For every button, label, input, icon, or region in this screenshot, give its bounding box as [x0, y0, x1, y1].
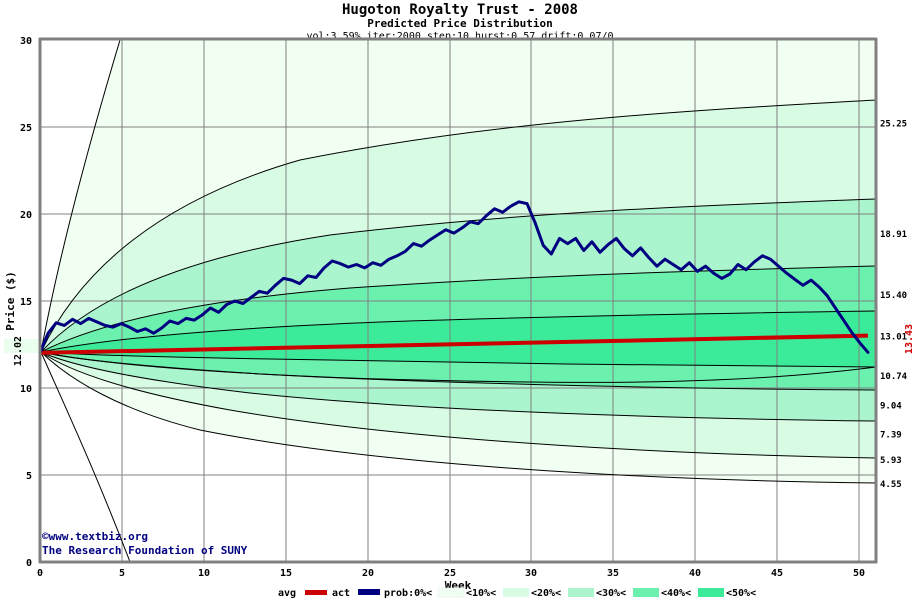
- right-label-5: 9.04: [880, 402, 902, 412]
- y-tick-20: 20: [20, 210, 32, 221]
- x-tick-25: 25: [444, 568, 456, 579]
- legend-label-10: <10%<: [466, 588, 496, 599]
- probability-bands: [41, 40, 876, 483]
- y-tick-30: 30: [20, 36, 32, 47]
- series-act: [40, 200, 870, 355]
- watermark: ©www.textbiz.org The Research Foundation…: [42, 530, 248, 557]
- x-tick-30: 30: [525, 568, 537, 579]
- legend-act-label: act: [332, 588, 350, 599]
- legend-prob-label: prob:0%<: [384, 588, 432, 599]
- legend-label-50: <50%<: [726, 588, 756, 599]
- legend-swatch-20: [503, 588, 529, 597]
- legend-swatch-30: [568, 588, 594, 597]
- axis-frame: [38, 37, 878, 564]
- watermark-line-2: The Research Foundation of SUNY: [42, 544, 248, 557]
- x-tick-15: 15: [280, 568, 292, 579]
- right-label-0: 25.25: [880, 120, 907, 130]
- x-tick-50: 50: [853, 568, 865, 579]
- actual-end-label: 13.43: [904, 324, 915, 354]
- right-label-3: 13.01: [880, 333, 907, 343]
- y-tick-5: 5: [26, 471, 32, 482]
- y-axis-label: Price ($): [4, 271, 17, 331]
- right-label-6: 7.39: [880, 430, 902, 440]
- watermark-line-1: ©www.textbiz.org: [42, 530, 148, 543]
- start-price-label: 12.02: [13, 336, 24, 366]
- y-axis: 30 25 20 15 10 5 0 Price ($) 12.02: [4, 36, 38, 569]
- legend-label-30: <30%<: [596, 588, 626, 599]
- legend: avg act prob:0%< <10%< <20%< <30%< <40%<…: [278, 587, 756, 599]
- right-label-4: 10.74: [880, 372, 908, 382]
- legend-act-swatch: [358, 589, 380, 595]
- y-tick-0: 0: [26, 558, 32, 569]
- x-tick-20: 20: [362, 568, 374, 579]
- legend-avg-label: avg: [278, 588, 296, 599]
- legend-swatch-40: [633, 588, 659, 597]
- legend-avg-swatch: [305, 590, 327, 595]
- x-tick-45: 45: [771, 568, 783, 579]
- series-avg: [40, 333, 868, 355]
- x-tick-40: 40: [689, 568, 701, 579]
- params-line: vol:3.59% iter:2000 step:10 hurst:0.57 d…: [306, 31, 613, 42]
- band-boundaries: [40, 40, 876, 562]
- legend-label-40: <40%<: [661, 588, 691, 599]
- start-label-bg: [4, 339, 38, 353]
- right-value-labels: 25.25 18.91 15.40 13.01 10.74 9.04 7.39 …: [880, 120, 915, 490]
- legend-label-20: <20%<: [531, 588, 561, 599]
- legend-swatch-10: [437, 587, 465, 598]
- page-subtitle: Predicted Price Distribution: [367, 17, 552, 30]
- right-label-1: 18.91: [880, 230, 907, 240]
- right-label-7: 5.93: [880, 456, 902, 466]
- right-label-2: 15.40: [880, 291, 907, 301]
- page-title: Hugoton Royalty Trust - 2008: [342, 2, 578, 18]
- plot-area: [40, 39, 876, 563]
- legend-swatch-50: [698, 588, 724, 597]
- y-tick-15: 15: [20, 297, 32, 308]
- band-50: [41, 311, 876, 367]
- right-label-8: 4.55: [880, 480, 902, 490]
- gridlines: [40, 39, 876, 563]
- x-tick-5: 5: [119, 568, 125, 579]
- x-tick-35: 35: [607, 568, 619, 579]
- x-tick-10: 10: [198, 568, 210, 579]
- y-tick-10: 10: [20, 384, 32, 395]
- x-tick-0: 0: [37, 568, 43, 579]
- y-tick-25: 25: [20, 123, 32, 134]
